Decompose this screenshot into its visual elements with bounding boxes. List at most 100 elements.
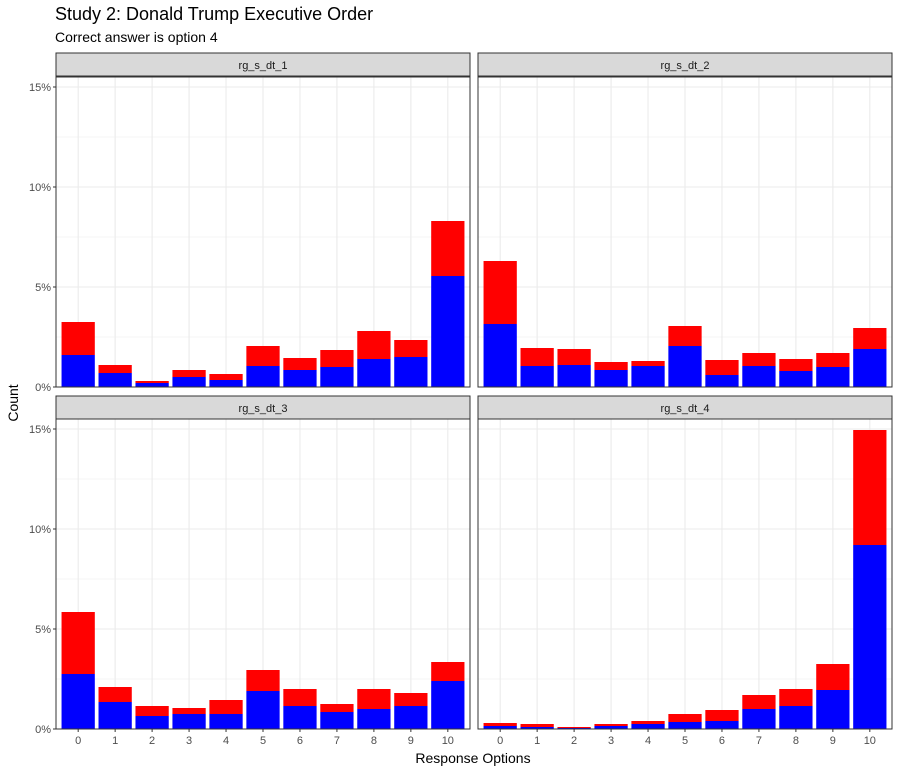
- facet-strip-label: rg_s_dt_3: [239, 403, 288, 415]
- bar-blue-segment: [135, 716, 169, 729]
- y-tick-label: 0%: [35, 724, 51, 736]
- bar-blue-segment: [61, 674, 95, 729]
- bar-blue-segment: [320, 712, 354, 729]
- x-tick-label: 0: [497, 735, 503, 747]
- bar-blue-segment: [668, 346, 702, 387]
- bar-red-segment: [283, 358, 317, 370]
- x-tick-label: 3: [186, 735, 192, 747]
- y-tick-label: 15%: [29, 424, 51, 436]
- bar-red-segment: [246, 670, 280, 691]
- bar-blue-segment: [135, 383, 169, 387]
- bar-blue-segment: [779, 371, 813, 387]
- bar-red-segment: [705, 710, 739, 721]
- chart-title: Study 2: Donald Trump Executive Order: [55, 4, 373, 24]
- x-tick-label: 0: [75, 735, 81, 747]
- bar-red-segment: [557, 727, 591, 728]
- facet-strip-label: rg_s_dt_1: [239, 60, 288, 72]
- x-tick-label: 7: [334, 735, 340, 747]
- bar-blue-segment: [742, 366, 776, 387]
- bar-red-segment: [394, 340, 428, 357]
- bar-red-segment: [816, 664, 850, 690]
- bar-blue-segment: [98, 702, 132, 729]
- bar-blue-segment: [172, 377, 206, 387]
- bar-blue-segment: [246, 366, 280, 387]
- bar-red-segment: [594, 362, 628, 370]
- bar-red-segment: [135, 706, 169, 716]
- x-axis-title: Response Options: [415, 750, 530, 766]
- x-tick-label: 5: [682, 735, 688, 747]
- bar-blue-segment: [209, 380, 243, 387]
- bar-blue-segment: [594, 726, 628, 729]
- facet-strip-label: rg_s_dt_2: [661, 60, 710, 72]
- bar-red-segment: [483, 261, 517, 324]
- bar-red-segment: [853, 430, 887, 545]
- x-tick-label: 1: [112, 735, 118, 747]
- bar-blue-segment: [483, 324, 517, 387]
- bar-blue-segment: [431, 681, 465, 729]
- facet-strip: [55, 52, 471, 77]
- x-tick-label: 1: [534, 735, 540, 747]
- facet-panel-rg_s_dt_4: rg_s_dt_4 0 1 2 3 4 5 6 7 8 9 10: [477, 395, 893, 747]
- x-tick-label: 3: [608, 735, 614, 747]
- x-tick-label: 10: [864, 735, 876, 747]
- bar-red-segment: [705, 360, 739, 375]
- bar-red-segment: [520, 724, 554, 727]
- x-tick-label: 7: [756, 735, 762, 747]
- y-tick-label: 10%: [29, 524, 51, 536]
- bar-red-segment: [631, 361, 665, 366]
- bar-blue-segment: [816, 367, 850, 387]
- bar-red-segment: [357, 331, 391, 359]
- bar-red-segment: [779, 689, 813, 706]
- bar-blue-segment: [631, 724, 665, 729]
- x-tick-label: 6: [719, 735, 725, 747]
- bar-red-segment: [431, 662, 465, 681]
- y-tick-label: 5%: [35, 624, 51, 636]
- bar-red-segment: [357, 689, 391, 709]
- bar-blue-segment: [357, 359, 391, 387]
- bar-red-segment: [172, 370, 206, 377]
- bar-red-segment: [61, 322, 95, 355]
- panel-border: [55, 76, 471, 388]
- x-tick-label: 8: [793, 735, 799, 747]
- facet-panels: rg_s_dt_10%5%10%15%rg_s_dt_2rg_s_dt_30%5…: [29, 52, 893, 747]
- bar-blue-segment: [246, 691, 280, 729]
- bar-red-segment: [320, 350, 354, 367]
- bar-red-segment: [742, 353, 776, 366]
- x-tick-label: 9: [408, 735, 414, 747]
- bar-blue-segment: [283, 706, 317, 729]
- bar-blue-segment: [557, 365, 591, 387]
- bar-blue-segment: [61, 355, 95, 387]
- chart-subtitle: Correct answer is option 4: [55, 29, 218, 45]
- bar-red-segment: [394, 693, 428, 706]
- bar-red-segment: [594, 724, 628, 726]
- x-tick-label: 8: [371, 735, 377, 747]
- bar-blue-segment: [705, 721, 739, 729]
- bar-red-segment: [816, 353, 850, 367]
- bar-red-segment: [246, 346, 280, 366]
- bar-blue-segment: [209, 714, 243, 729]
- facet-panel-rg_s_dt_3: rg_s_dt_3 0% 5% 10% 15% 0 1 2 3 4 5 6 7 8 9 10: [29, 395, 471, 747]
- bar-blue-segment: [520, 366, 554, 387]
- bar-blue-segment: [668, 722, 702, 729]
- bar-red-segment: [520, 348, 554, 366]
- bar-blue-segment: [98, 373, 132, 387]
- bar-red-segment: [742, 695, 776, 709]
- bar-blue-segment: [394, 706, 428, 729]
- bar-blue-segment: [816, 690, 850, 729]
- bar-red-segment: [283, 689, 317, 706]
- bar-blue-segment: [594, 370, 628, 387]
- bar-blue-segment: [779, 706, 813, 729]
- bar-red-segment: [209, 700, 243, 714]
- bar-red-segment: [631, 721, 665, 724]
- facet-strip-label: rg_s_dt_4: [661, 403, 710, 415]
- bar-blue-segment: [283, 370, 317, 387]
- bar-red-segment: [98, 365, 132, 373]
- y-tick-label: 15%: [29, 82, 51, 94]
- bar-blue-segment: [631, 366, 665, 387]
- x-tick-label: 10: [442, 735, 454, 747]
- bar-red-segment: [668, 714, 702, 722]
- bar-blue-segment: [431, 276, 465, 387]
- bar-red-segment: [98, 687, 132, 702]
- bar-red-segment: [172, 708, 206, 714]
